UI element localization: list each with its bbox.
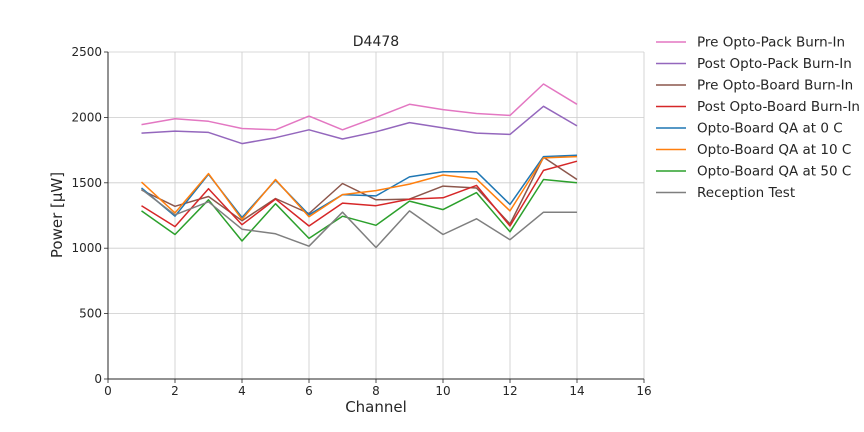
series-line-8 (141, 188, 577, 249)
y-axis-label: Power [μW] (48, 172, 66, 258)
y-tick-label: 1500 (71, 176, 102, 190)
legend-label: Pre Opto-Board Burn-In (697, 78, 853, 94)
legend-item: Post Opto-Board Burn-In (656, 99, 860, 115)
x-tick-label: 0 (104, 384, 112, 398)
x-tick-label: 2 (171, 384, 179, 398)
series-lines (140, 83, 578, 249)
x-tick-label: 14 (569, 384, 584, 398)
legend-label: Opto-Board QA at 50 C (697, 164, 851, 180)
x-tick-label: 16 (636, 384, 651, 398)
legend-item: Reception Test (656, 185, 795, 201)
y-tick-label: 2500 (71, 45, 102, 59)
y-tick-label: 0 (94, 372, 102, 386)
axes: 0 2 4 6 8 10 12 14 16 0 500 1000 1500 2000 2500 (71, 45, 651, 398)
series-line-4 (141, 160, 578, 228)
legend-item: Post Opto-Pack Burn-In (656, 56, 852, 72)
x-tick-label: 10 (435, 384, 450, 398)
series-line-2 (141, 105, 578, 145)
legend-item: Opto-Board QA at 0 C (656, 121, 843, 137)
legend-label: Opto-Board QA at 0 C (697, 121, 843, 137)
legend-label: Opto-Board QA at 10 C (697, 142, 851, 158)
legend-label: Post Opto-Pack Burn-In (697, 56, 852, 72)
legend-item: Opto-Board QA at 50 C (656, 164, 851, 180)
x-tick-label: 8 (372, 384, 380, 398)
x-tick-label: 12 (502, 384, 517, 398)
x-tick-label: 4 (238, 384, 246, 398)
legend-label: Post Opto-Board Burn-In (697, 99, 860, 115)
series-line-3 (141, 156, 578, 225)
y-tick-label: 2000 (71, 110, 102, 124)
legend: Pre Opto-Pack Burn-In Post Opto-Pack Burn… (656, 35, 860, 201)
series-line-1 (141, 83, 578, 131)
x-tick-label: 6 (305, 384, 313, 398)
legend-label: Pre Opto-Pack Burn-In (697, 35, 845, 51)
x-axis-label: Channel (345, 398, 407, 416)
y-tick-label: 1000 (71, 241, 102, 255)
legend-item: Pre Opto-Pack Burn-In (656, 35, 845, 51)
legend-label: Reception Test (697, 185, 795, 201)
chart-title: D4478 (353, 34, 399, 50)
legend-item: Opto-Board QA at 10 C (656, 142, 851, 158)
series-line-6 (140, 155, 578, 221)
legend-item: Pre Opto-Board Burn-In (656, 78, 853, 94)
y-tick-label: 500 (79, 307, 102, 321)
